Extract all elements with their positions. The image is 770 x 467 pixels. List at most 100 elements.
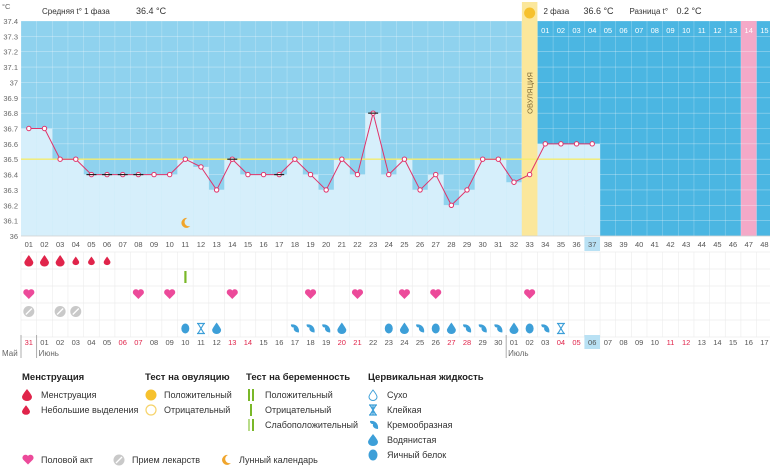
pill-icon-line (56, 308, 64, 315)
legend-item-sex: Половой акт (22, 452, 93, 467)
temperature-point (57, 156, 63, 162)
temp-column (537, 143, 554, 236)
cycle-day-label: 34 (541, 240, 549, 249)
temp-column (380, 174, 397, 236)
cycle-day-label: 19 (306, 240, 314, 249)
top-date-label: 04 (588, 26, 596, 35)
cycle-day-label: 30 (479, 240, 487, 249)
temp-column (99, 174, 115, 236)
month-label: Май (2, 349, 18, 358)
temperature-point (339, 156, 345, 162)
calendar-date-label: 19 (322, 338, 330, 347)
calendar-date-label: 26 (432, 338, 440, 347)
temp-column (271, 174, 288, 236)
ovulation-sun-icon (524, 7, 536, 19)
small-drop-icon (88, 256, 95, 266)
cycle-day-label: 31 (494, 240, 502, 249)
calendar-date-label: 21 (353, 338, 361, 347)
pill-icon-line (25, 308, 33, 315)
temperature-point (558, 141, 564, 147)
calendar-date-label: 20 (338, 338, 346, 347)
legend-item-ovulation-negative: Отрицательный (145, 402, 232, 417)
temp-column (255, 174, 272, 236)
y-tick-label: 36.9 (3, 94, 18, 103)
heart-icon (164, 289, 176, 299)
top-date-label: 08 (651, 26, 659, 35)
water-drop-icon (368, 433, 384, 446)
cycle-day-label: 41 (651, 240, 659, 249)
top-date-label: 11 (698, 26, 706, 35)
temp-column (334, 159, 350, 236)
calendar-date-label: 03 (72, 338, 80, 347)
temp-column (553, 143, 569, 236)
cycle-day-label: 20 (322, 240, 330, 249)
calendar-date-label: 23 (385, 338, 393, 347)
calendar-date-label: 07 (604, 338, 612, 347)
sticky-icon (368, 403, 384, 416)
temp-column (365, 113, 381, 236)
egg-white-icon (525, 323, 534, 334)
ovulation-label: ОВУЛЯЦИЯ (526, 72, 535, 114)
temperature-point (386, 171, 392, 178)
calendar-date-label: 10 (181, 338, 189, 347)
heart-icon (23, 289, 35, 299)
small-drop-icon (72, 256, 80, 266)
legend-menstruation-label: Менструация (41, 389, 97, 400)
calendar-date-label: 03 (541, 338, 549, 347)
legend-pregnancy-negative-label: Отрицательный (265, 404, 332, 415)
legend-cervical: Цервикальная жидкость Сухо Клейкая Кремо… (368, 372, 484, 462)
sun-outline-icon (145, 403, 161, 416)
cycle-day-label: 07 (119, 240, 127, 249)
temperature-point (464, 187, 470, 193)
y-tick-label: 37.2 (3, 48, 18, 57)
calendar-date-label: 04 (87, 338, 95, 347)
temp-column (349, 174, 366, 236)
temp-column (427, 174, 444, 236)
y-tick-label: 37.1 (3, 63, 18, 72)
temperature-point (260, 171, 267, 178)
calendar-date-label: 16 (275, 338, 283, 347)
water-drop-icon (399, 322, 409, 334)
cycle-day-label: 37 (588, 240, 596, 249)
heart-icon (22, 454, 38, 465)
calendar-date-label: 12 (682, 338, 690, 347)
creamy-icon (463, 324, 472, 333)
temp-column (208, 189, 225, 236)
calendar-date-label: 11 (197, 338, 205, 347)
top-date-label: 10 (682, 26, 690, 35)
calendar-date-label: 27 (447, 338, 455, 347)
temp-column (52, 159, 68, 236)
legend-egg-white-label: Яичный белок (387, 449, 447, 460)
top-date-cell (740, 21, 757, 38)
top-date-label: 07 (635, 26, 643, 35)
y-tick-label: 36.3 (3, 186, 18, 195)
calendar-date-label: 14 (244, 338, 252, 347)
moon-icon (220, 454, 236, 466)
cycle-day-label: 03 (56, 240, 64, 249)
diff-value: 0.2 °C (676, 6, 702, 16)
diff-label: Разница t° (629, 7, 668, 16)
temperature-point (166, 171, 173, 178)
legend-pregnancy-weak-label: Слабоположительный (265, 419, 359, 430)
cycle-day-label: 24 (385, 240, 393, 249)
creamy-icon (478, 324, 487, 333)
calendar-date-label: 02 (525, 338, 533, 347)
temp-column (177, 159, 194, 236)
cycle-day-label: 21 (338, 240, 346, 249)
temp-column (318, 189, 334, 236)
legend-ovulation-negative-label: Отрицательный (164, 404, 231, 415)
temperature-point (511, 179, 517, 185)
legend-dry-label: Сухо (387, 389, 408, 400)
temperature-point (198, 164, 204, 170)
temp-column (193, 166, 209, 236)
cycle-day-label: 32 (510, 240, 518, 249)
legend-pregnancy-test: Тест на беременность Положительный Отриц… (246, 372, 358, 432)
blood-drop-icon (39, 255, 49, 267)
temp-column (396, 159, 413, 236)
temperature-point (323, 187, 329, 193)
phase2-value: 36.6 °C (583, 6, 614, 16)
cycle-day-label: 05 (87, 240, 95, 249)
temp-column (146, 174, 162, 236)
calendar-date-label: 09 (166, 338, 174, 347)
